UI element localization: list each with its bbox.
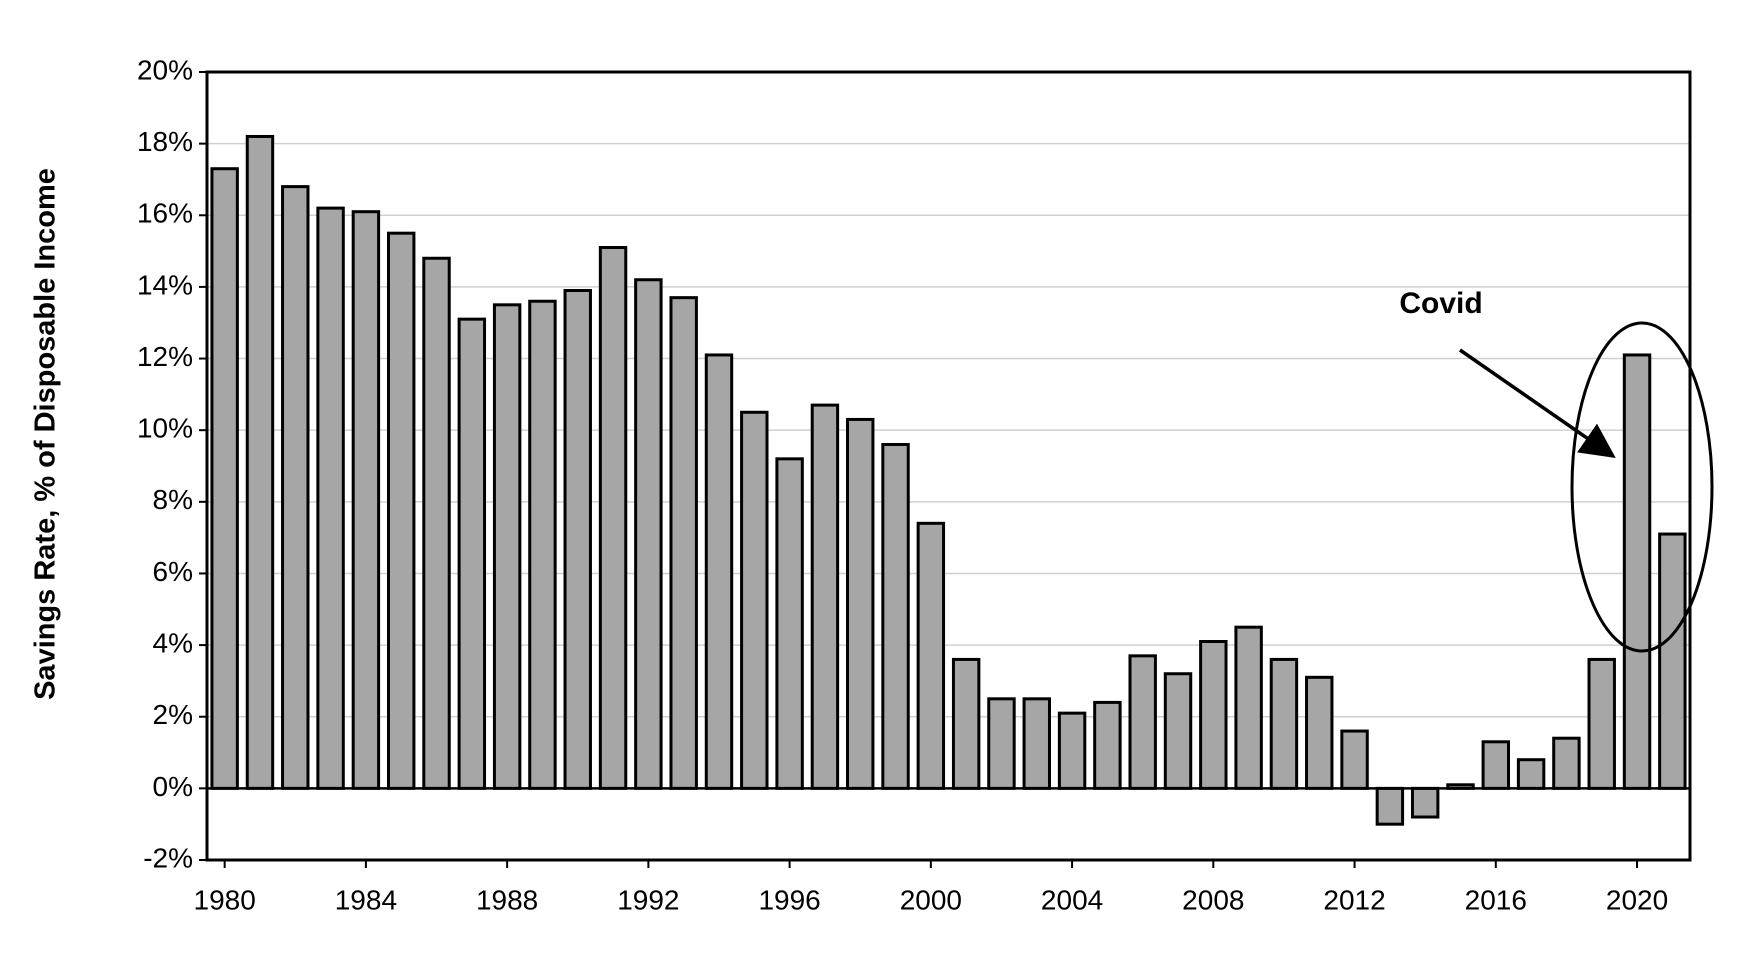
x-tick-label: 1996	[758, 884, 820, 915]
bar	[916, 521, 946, 790]
plot-frame	[205, 70, 1692, 862]
bar	[634, 278, 663, 790]
y-tick-label: 12%	[137, 341, 193, 372]
y-tick-label: 16%	[137, 198, 193, 229]
bar	[1552, 736, 1581, 790]
x-tick-label: 1992	[617, 884, 679, 915]
y-tick-label: 8%	[153, 484, 193, 515]
bar	[1093, 700, 1122, 790]
y-tick-label: 10%	[137, 413, 193, 444]
bar	[1269, 657, 1299, 790]
bar	[987, 697, 1016, 790]
bar	[1022, 697, 1051, 790]
y-tick-label: 2%	[153, 699, 193, 730]
bar	[1199, 640, 1228, 790]
bar	[669, 296, 698, 790]
bar	[1375, 786, 1405, 826]
bar	[528, 299, 557, 790]
bar	[351, 210, 381, 790]
x-tick-label: 2000	[900, 884, 962, 915]
y-tick-label: 4%	[153, 627, 193, 658]
bar	[846, 417, 875, 790]
x-tick-label: 2016	[1465, 884, 1527, 915]
bar	[1057, 711, 1087, 790]
bar	[1305, 675, 1334, 790]
bar	[210, 167, 239, 790]
bar	[1234, 625, 1263, 790]
bar	[422, 256, 451, 790]
bar	[704, 353, 734, 790]
bar	[386, 231, 416, 790]
y-tick-label: 6%	[153, 556, 193, 587]
bar	[775, 457, 804, 790]
bars	[210, 134, 1687, 826]
bar	[1163, 672, 1193, 790]
x-tick-label: 2008	[1182, 884, 1244, 915]
x-tick-label: 1980	[194, 884, 256, 915]
bar	[740, 410, 769, 790]
bar	[1410, 786, 1440, 819]
y-tick-label: -2%	[143, 842, 193, 873]
bar	[1340, 729, 1369, 790]
x-tick-label: 2004	[1041, 884, 1103, 915]
bar	[1481, 740, 1511, 790]
bar	[245, 134, 275, 790]
bar	[281, 185, 310, 790]
bar	[810, 403, 840, 790]
y-tick-label: 14%	[137, 269, 193, 300]
bar	[492, 303, 522, 790]
bar	[457, 317, 487, 790]
annotation-arrow	[1459, 348, 1616, 458]
bar	[951, 657, 981, 790]
bar	[1658, 532, 1687, 790]
annotation-ellipse	[1570, 321, 1714, 653]
x-tick-label: 1984	[335, 884, 397, 915]
bar	[1622, 353, 1652, 790]
y-tick-label: 0%	[153, 771, 193, 802]
bar	[563, 288, 592, 790]
x-tick-label: 2012	[1323, 884, 1385, 915]
y-axis-label: Savings Rate, % of Disposable Income	[30, 168, 62, 700]
bar	[598, 246, 628, 790]
annotation: Covid	[1399, 287, 1482, 320]
bar	[1587, 657, 1616, 790]
bar	[316, 206, 345, 790]
x-tick-label: 2020	[1606, 884, 1668, 915]
y-tick-label: 20%	[137, 54, 193, 85]
bar	[1516, 758, 1546, 790]
bar	[1128, 654, 1157, 790]
bar	[881, 443, 910, 790]
y-tick-label: 18%	[137, 126, 193, 157]
x-tick-label: 1988	[476, 884, 538, 915]
